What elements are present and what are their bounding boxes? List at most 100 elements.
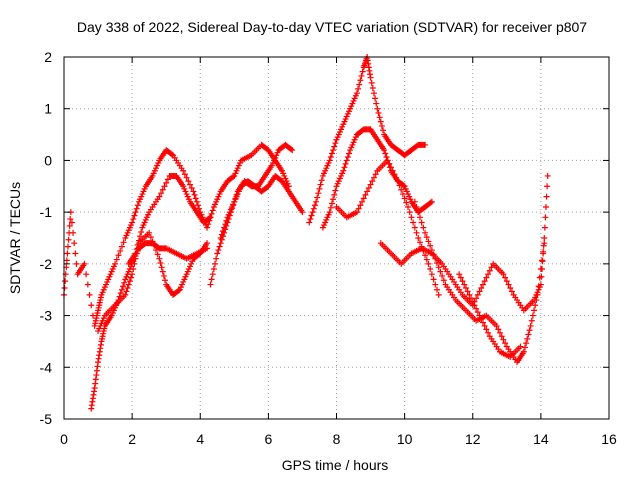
data-point (418, 219, 425, 226)
data-point (318, 177, 325, 184)
data-point (326, 209, 333, 216)
x-tick-label: 6 (264, 431, 272, 447)
data-point (357, 202, 364, 209)
data-point (523, 340, 530, 347)
data-point (152, 247, 159, 254)
data-point (478, 284, 485, 291)
data-point (382, 150, 389, 157)
data-point (70, 229, 77, 236)
data-point (485, 271, 492, 278)
data-point (459, 278, 466, 285)
series-track-f (217, 172, 306, 241)
data-point (314, 194, 321, 201)
data-point (367, 181, 374, 188)
data-point (121, 279, 128, 286)
data-point (208, 210, 215, 217)
data-point (375, 110, 382, 117)
data-point (479, 319, 486, 326)
data-point (310, 205, 317, 212)
data-point (315, 190, 322, 197)
data-point (540, 248, 547, 255)
data-point (68, 219, 75, 226)
data-point (159, 268, 166, 275)
y-tick-labels: -5 -4 -3 -2 -1 0 1 2 (40, 49, 53, 427)
data-point (221, 224, 228, 231)
data-point (131, 212, 138, 219)
data-point (466, 291, 473, 298)
x-tick-label: 16 (601, 431, 617, 447)
data-point (481, 322, 488, 329)
data-point (503, 278, 510, 285)
chart-title: Day 338 of 2022, Sidereal Day-to-day VTE… (77, 19, 587, 35)
data-point (531, 307, 538, 314)
data-point (210, 266, 217, 273)
data-point (65, 236, 72, 243)
data-point (406, 209, 413, 216)
data-point (488, 264, 495, 271)
data-point (468, 295, 475, 302)
data-point (125, 281, 132, 288)
data-point (425, 260, 432, 267)
data-point (358, 72, 365, 79)
data-point (430, 276, 437, 283)
data-point (502, 340, 509, 347)
data-point (131, 260, 138, 267)
data-point (343, 157, 350, 164)
data-point (500, 336, 507, 343)
data-point (427, 242, 434, 249)
data-point (64, 250, 71, 257)
data-point (126, 278, 133, 285)
data-point (299, 209, 306, 216)
data-point (164, 176, 171, 183)
data-point (542, 203, 549, 210)
data-point (161, 183, 168, 190)
data-point (432, 255, 439, 262)
data-point (370, 90, 377, 97)
data-point (428, 198, 435, 205)
data-point (355, 85, 362, 92)
data-point (185, 178, 192, 185)
x-tick-label: 14 (533, 431, 549, 447)
data-point (396, 182, 403, 189)
data-point (188, 185, 195, 192)
data-point (462, 284, 469, 291)
data-point (328, 150, 335, 157)
x-tick-label: 12 (465, 431, 481, 447)
x-tick-label: 4 (196, 431, 204, 447)
data-point (160, 272, 167, 279)
data-point (216, 243, 223, 250)
data-point (193, 198, 200, 205)
data-point (86, 291, 93, 298)
y-tick-label: -3 (40, 308, 53, 324)
data-point (180, 167, 187, 174)
data-point (427, 266, 434, 273)
data-point (181, 171, 188, 178)
data-point (134, 202, 141, 209)
data-point (359, 198, 366, 205)
y-tick-label: -4 (40, 359, 53, 375)
data-point (289, 147, 296, 154)
data-point (149, 238, 156, 245)
data-point (63, 257, 70, 264)
data-point (332, 140, 339, 147)
data-point (71, 240, 78, 247)
data-point (306, 219, 313, 226)
data-point (410, 219, 417, 226)
data-point (341, 164, 348, 171)
data-point (403, 199, 410, 206)
data-point (473, 295, 480, 302)
data-point (64, 243, 71, 250)
data-point (378, 122, 385, 129)
data-point (157, 259, 164, 266)
data-point (317, 181, 324, 188)
data-point (401, 195, 408, 202)
data-point (464, 288, 471, 295)
data-point (486, 267, 493, 274)
series-track-d (125, 172, 214, 267)
data-point (112, 260, 119, 267)
data-point (163, 179, 170, 186)
data-point (367, 74, 374, 81)
data-point (138, 228, 145, 235)
data-point (428, 271, 435, 278)
data-point (384, 157, 391, 164)
